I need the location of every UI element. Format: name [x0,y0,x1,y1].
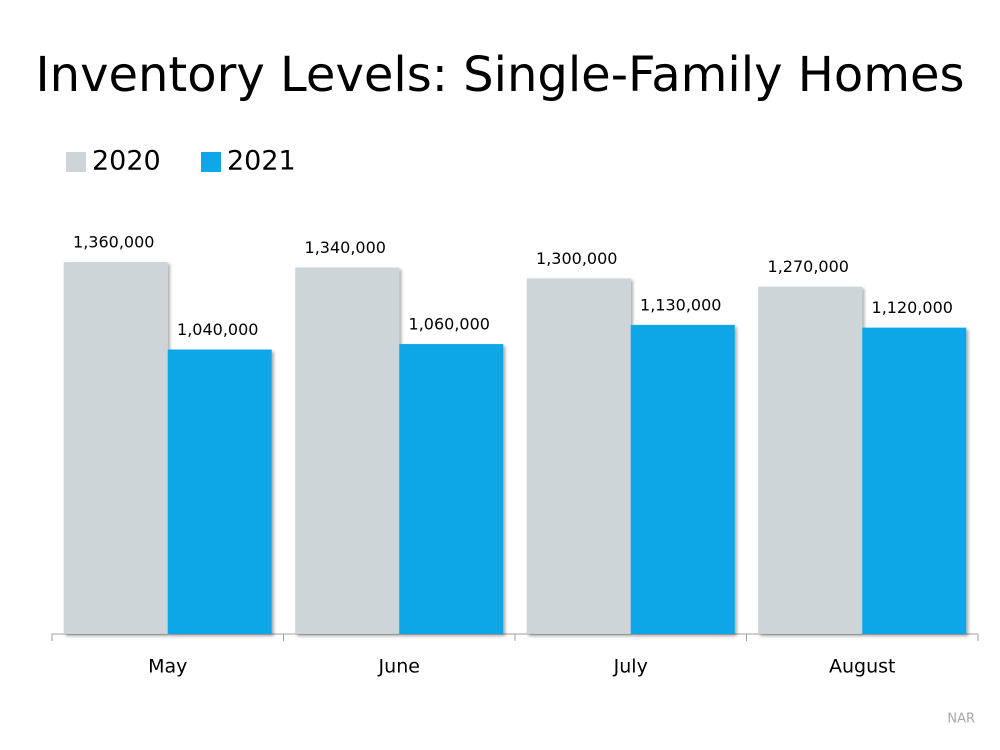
value-label: 1,270,000 [768,257,849,276]
bar [862,327,967,634]
legend-swatch [201,152,221,172]
value-label: 1,060,000 [409,315,490,334]
bar [399,344,504,634]
value-label: 1,120,000 [872,298,953,317]
value-label: 1,040,000 [177,320,258,339]
legend-label: 2021 [227,146,296,177]
value-label: 1,340,000 [305,238,386,257]
value-label: 1,130,000 [640,295,721,314]
source: NAR [947,712,975,727]
bar [295,267,400,634]
bar [167,349,272,634]
bar [63,262,168,634]
legend-label: 2020 [92,146,161,177]
legend-swatch [66,152,86,172]
x-tick-label: July [613,656,648,678]
bar [758,286,863,634]
x-tick-label: June [378,656,420,678]
chart-title: Inventory Levels: Single-Family Homes [35,47,964,103]
bar [630,324,735,634]
x-tick-label: May [148,656,187,678]
value-label: 1,300,000 [536,249,617,268]
x-tick-label: August [829,656,896,678]
bar [526,278,631,634]
value-label: 1,360,000 [73,233,154,252]
